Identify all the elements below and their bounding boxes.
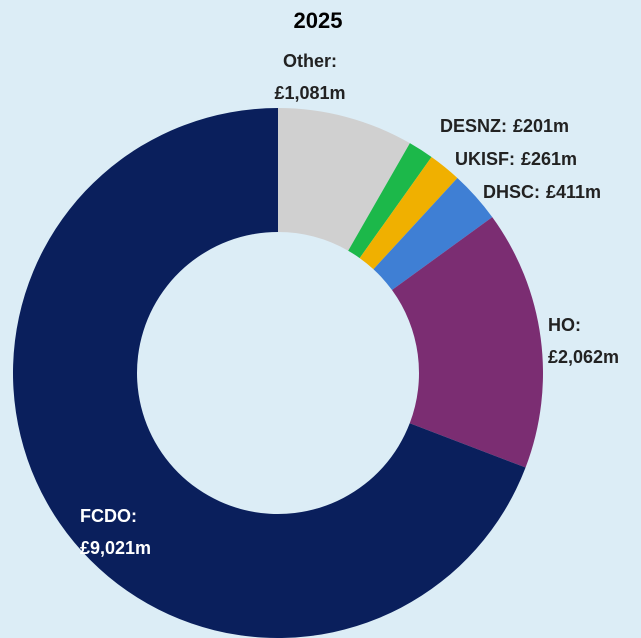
slice-label: FCDO: £9,021m	[80, 506, 151, 558]
slice-label: DESNZ: £201m	[440, 116, 569, 136]
value-label: £261m	[521, 149, 577, 169]
value-label: £201m	[513, 116, 569, 136]
value-label: £411m	[546, 182, 601, 202]
category-label: DHSC:	[483, 182, 540, 202]
slice-label: DHSC: £411m	[483, 182, 601, 202]
value-label: £2,062m	[548, 347, 619, 367]
slice-label: HO: £2,062m	[548, 315, 619, 367]
category-label: UKISF:	[455, 149, 515, 169]
slice-label: Other: £1,081m	[274, 51, 345, 103]
category-label: FCDO:	[80, 506, 137, 526]
donut-slice	[348, 143, 432, 259]
category-label: DESNZ:	[440, 116, 507, 136]
category-label: Other:	[283, 51, 337, 71]
chart-title: 2025	[294, 8, 343, 33]
donut-slice	[359, 156, 458, 270]
slice-label: UKISF: £261m	[455, 149, 577, 169]
value-label: £1,081m	[274, 83, 345, 103]
category-label: HO:	[548, 315, 581, 335]
donut-slice	[392, 217, 543, 468]
value-label: £9,021m	[80, 538, 151, 558]
donut-slice	[13, 108, 526, 638]
donut-slice	[373, 177, 493, 291]
donut-slice	[278, 108, 410, 251]
